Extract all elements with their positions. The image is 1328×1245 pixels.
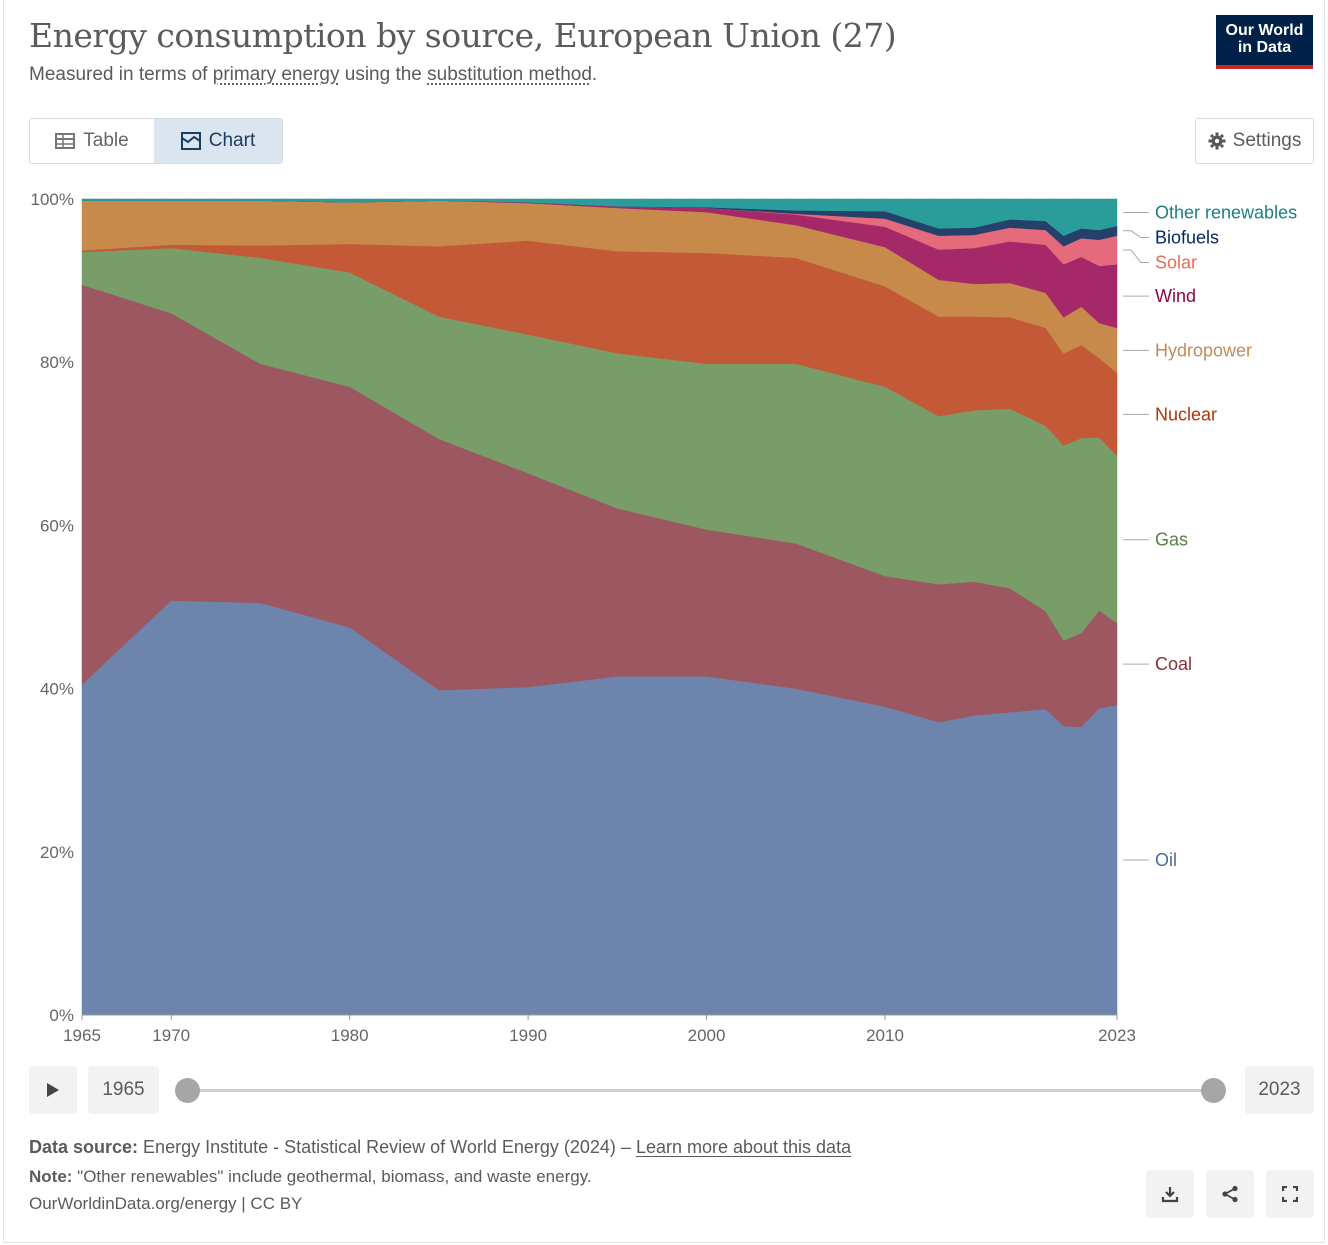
- legend-label-other-renewables: Other renewables: [1155, 202, 1297, 222]
- area-other-renewables: [81, 198, 1118, 236]
- play-button[interactable]: [29, 1066, 77, 1114]
- tab-table-label: Table: [83, 130, 129, 151]
- legend-label-hydropower: Hydropower: [1155, 340, 1252, 360]
- legend-label-biofuels: Biofuels: [1155, 227, 1219, 247]
- x-tick-label: 1965: [63, 1026, 101, 1045]
- legend-label-wind: Wind: [1155, 286, 1196, 306]
- table-icon: [55, 133, 76, 149]
- substitution-method-link[interactable]: substitution method: [427, 64, 592, 85]
- y-tick-label: 40%: [40, 680, 74, 699]
- credit-line: OurWorldinData.org/energy | CC BY: [29, 1194, 303, 1213]
- note-label: Note:: [29, 1167, 73, 1186]
- legend-label-oil: Oil: [1155, 850, 1177, 870]
- legend-connector: [1123, 230, 1149, 238]
- timeline-start-handle[interactable]: [175, 1078, 200, 1103]
- x-tick-label: 1970: [152, 1026, 190, 1045]
- source-text: Energy Institute - Statistical Review of…: [138, 1137, 636, 1157]
- source-label: Data source:: [29, 1137, 139, 1157]
- y-tick-label: 0%: [49, 1006, 74, 1025]
- view-tabs: Table Chart: [29, 118, 283, 164]
- y-tick-label: 100%: [31, 190, 74, 209]
- chart-subtitle: Measured in terms of primary energy usin…: [29, 64, 597, 86]
- legend-label-gas: Gas: [1155, 530, 1188, 550]
- logo-line-2: in Data: [1237, 39, 1292, 56]
- tab-chart-label: Chart: [208, 130, 256, 151]
- play-icon: [47, 1083, 59, 1097]
- share-icon: [1222, 1185, 1238, 1203]
- settings-label: Settings: [1232, 130, 1302, 151]
- subtitle-text: .: [591, 64, 598, 85]
- area-chart-icon: [180, 132, 201, 150]
- timeline-end-year: 2023: [1245, 1066, 1314, 1114]
- download-icon: [1161, 1187, 1179, 1203]
- chart-frame: [3, 0, 1325, 1243]
- gear-icon: [1208, 132, 1226, 150]
- legend-label-nuclear: Nuclear: [1155, 404, 1217, 424]
- x-tick-label: 2000: [688, 1026, 726, 1045]
- subtitle-text: Measured in terms of: [29, 64, 213, 85]
- fullscreen-button[interactable]: [1266, 1170, 1314, 1218]
- y-tick-label: 60%: [40, 516, 74, 535]
- stacked-area-chart: 0% 20% 40% 60% 80% 100% 1965 1970 1980 1990 2000 20…: [31, 190, 1298, 1045]
- logo-line-1: Our World: [1225, 22, 1304, 39]
- y-tick-label: 20%: [40, 843, 74, 862]
- x-tick-label: 2023: [1098, 1026, 1136, 1045]
- x-tick-label: 1990: [509, 1026, 547, 1045]
- data-source-line: Data source: Energy Institute - Statisti…: [29, 1137, 851, 1158]
- settings-button[interactable]: Settings: [1195, 118, 1314, 164]
- timeline-end-handle[interactable]: [1201, 1078, 1226, 1103]
- legend-label-coal: Coal: [1155, 654, 1192, 674]
- tab-table[interactable]: Table: [30, 119, 154, 163]
- note-text: "Other renewables" include geothermal, b…: [72, 1167, 592, 1186]
- timeline-track[interactable]: [187, 1089, 1213, 1092]
- subtitle-text: using the: [339, 64, 428, 85]
- legend-connector: [1123, 249, 1149, 263]
- primary-energy-link[interactable]: primary energy: [212, 64, 340, 85]
- x-tick-label: 2010: [866, 1026, 904, 1045]
- timeline-controls: 1965 2023: [0, 1066, 1328, 1114]
- note-line: Note: "Other renewables" include geother…: [29, 1167, 592, 1187]
- download-button[interactable]: [1146, 1170, 1194, 1218]
- owid-logo[interactable]: Our World in Data: [1216, 15, 1313, 69]
- x-tick-label: 1980: [331, 1026, 369, 1045]
- learn-more-link[interactable]: Learn more about this data: [635, 1137, 852, 1157]
- fullscreen-icon: [1282, 1186, 1298, 1202]
- legend-label-solar: Solar: [1155, 252, 1197, 272]
- timeline-start-year: 1965: [88, 1066, 159, 1114]
- chart-title: Energy consumption by source, European U…: [29, 16, 897, 55]
- y-tick-label: 80%: [40, 353, 74, 372]
- tab-chart[interactable]: Chart: [154, 119, 282, 163]
- share-button[interactable]: [1206, 1170, 1254, 1218]
